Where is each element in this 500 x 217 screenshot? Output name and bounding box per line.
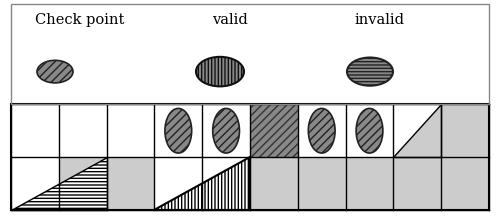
Ellipse shape (37, 60, 73, 83)
Bar (154, 104, 202, 157)
Polygon shape (11, 157, 106, 210)
Bar (106, 104, 154, 157)
Bar (250, 104, 298, 157)
Bar (59, 157, 106, 210)
Bar (202, 104, 250, 157)
Bar (394, 104, 441, 157)
Ellipse shape (212, 108, 240, 153)
Bar (11, 104, 489, 210)
Polygon shape (154, 157, 250, 210)
Bar (298, 104, 346, 157)
Bar (346, 157, 394, 210)
Ellipse shape (165, 108, 192, 153)
Bar (346, 104, 394, 157)
Bar (441, 104, 489, 157)
Ellipse shape (196, 57, 244, 86)
Bar (11, 4, 489, 104)
Bar (106, 157, 154, 210)
Ellipse shape (347, 58, 393, 86)
Bar (250, 104, 298, 157)
Bar (441, 157, 489, 210)
Bar (59, 104, 106, 157)
Bar (394, 157, 441, 210)
Bar (298, 157, 346, 210)
Bar (11, 157, 59, 210)
Ellipse shape (356, 108, 383, 153)
Polygon shape (394, 104, 441, 157)
Text: Check point: Check point (36, 13, 124, 26)
Text: invalid: invalid (355, 13, 405, 26)
Bar (202, 157, 250, 210)
Text: valid: valid (212, 13, 248, 26)
Bar (250, 157, 298, 210)
Ellipse shape (308, 108, 335, 153)
Bar (11, 104, 59, 157)
Bar (154, 157, 202, 210)
